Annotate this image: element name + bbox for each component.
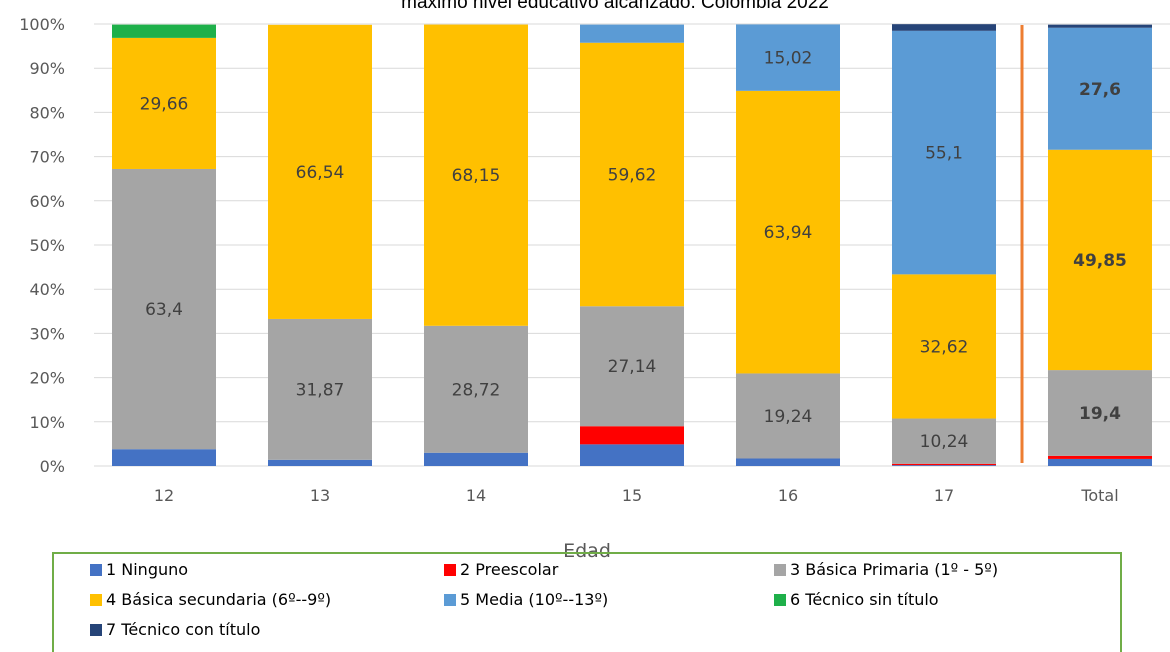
bar-segment [112, 24, 216, 38]
y-tick-label: 90% [29, 59, 65, 78]
legend-item: 6 Técnico sin título [774, 590, 939, 609]
x-tick-label: 15 [622, 486, 642, 505]
bar-segment [736, 458, 840, 466]
bar-segment [736, 24, 840, 91]
y-tick-label: 100% [19, 15, 65, 34]
legend-label: 1 Ninguno [106, 560, 189, 579]
bar-segment [112, 168, 216, 450]
y-axis-ticks: 0% 10% 20% 30% 40% 50% 60% 70% 80% 90% 100% [19, 15, 65, 476]
bar-segment [580, 444, 684, 466]
legend: 1 Ninguno 2 Preescolar 3 Básica Primaria (… [52, 552, 1122, 652]
bar-segment [424, 452, 528, 466]
legend-item: 2 Preescolar [444, 560, 558, 579]
bar-segment [1048, 370, 1152, 456]
legend-swatch [90, 623, 102, 636]
data-label: 49,85 [1073, 251, 1127, 271]
chart-title: máximo nivel educativo alcanzado. Colomb… [401, 0, 829, 13]
data-label: 28,72 [452, 380, 501, 400]
bar-segment [424, 325, 528, 453]
bar-segment [580, 42, 684, 307]
legend-item: 3 Básica Primaria (1º - 5º) [774, 560, 998, 579]
data-label: 55,1 [925, 144, 963, 164]
bar-segment [892, 24, 996, 31]
data-labels: 63,4 29,66 31,87 66,54 28,72 68,15 27,14 59,62 1… [140, 49, 1127, 453]
y-tick-label: 40% [29, 280, 65, 299]
bar-segment [892, 274, 996, 419]
bars [112, 24, 1152, 466]
data-label: 10,24 [920, 432, 969, 452]
legend-label: 7 Técnico con título [106, 620, 261, 639]
legend-label: 5 Media (10º--13º) [460, 590, 609, 609]
data-label: 59,62 [608, 166, 657, 186]
y-tick-label: 70% [29, 148, 65, 167]
legend-item: 4 Básica secundaria (6º--9º) [90, 590, 331, 609]
data-label: 27,14 [608, 357, 657, 377]
legend-swatch [774, 593, 786, 606]
bar-segment [268, 24, 372, 319]
legend-label: 6 Técnico sin título [790, 590, 939, 609]
data-label: 19,4 [1079, 404, 1121, 424]
legend-swatch [444, 593, 456, 606]
y-tick-label: 20% [29, 369, 65, 388]
bar-segment [736, 90, 840, 374]
bar-segment [1048, 455, 1152, 459]
y-tick-label: 50% [29, 236, 65, 255]
bar-segment [892, 30, 996, 275]
data-label: 32,62 [920, 337, 969, 357]
bar-segment [892, 465, 996, 466]
x-tick-label: 16 [778, 486, 798, 505]
y-tick-label: 80% [29, 103, 65, 122]
y-tick-label: 0% [40, 457, 65, 476]
legend-swatch [90, 563, 102, 576]
bar-segment [892, 463, 996, 466]
bar-segment [268, 318, 372, 460]
legend-item: 7 Técnico con título [90, 620, 260, 639]
legend-label: 4 Básica secundaria (6º--9º) [106, 590, 332, 609]
bar-segment [580, 306, 684, 427]
bar-segment [892, 418, 996, 464]
bar-segment [1048, 27, 1152, 150]
data-label: 29,66 [140, 94, 189, 114]
bar-segment [1048, 149, 1152, 371]
data-label: 27,6 [1079, 80, 1121, 100]
bar-segment [580, 426, 684, 445]
data-label: 63,4 [145, 300, 183, 320]
data-label: 19,24 [764, 407, 813, 427]
data-label: 66,54 [296, 163, 345, 183]
bar-segment [1048, 458, 1152, 466]
x-axis-ticks: 12 13 14 15 16 17 Total [154, 486, 1119, 505]
data-label: 31,87 [296, 380, 345, 400]
y-tick-label: 10% [29, 413, 65, 432]
data-label: 15,02 [764, 49, 813, 69]
legend-item: 5 Media (10º--13º) [444, 590, 608, 609]
y-tick-label: 60% [29, 192, 65, 211]
bar-segment [112, 449, 216, 466]
bar-segment [424, 24, 528, 326]
x-axis-label: Edad [563, 540, 611, 562]
legend-item: 1 Ninguno [90, 560, 188, 579]
x-tick-label: 13 [310, 486, 330, 505]
legend-swatch [444, 563, 456, 576]
bar-segment [112, 37, 216, 169]
bar-segment [736, 373, 840, 459]
bar-segment [580, 24, 684, 43]
x-tick-label: 14 [466, 486, 486, 505]
legend-label: 2 Preescolar [460, 560, 559, 579]
data-label: 68,15 [452, 166, 501, 186]
x-tick-label: 17 [934, 486, 954, 505]
x-tick-label: 12 [154, 486, 174, 505]
legend-label: 3 Básica Primaria (1º - 5º) [790, 560, 999, 579]
data-label: 63,94 [764, 223, 813, 243]
legend-swatch [774, 563, 786, 576]
legend-swatch [90, 593, 102, 606]
x-tick-label: Total [1080, 486, 1118, 505]
bar-segment [1048, 24, 1152, 28]
y-tick-label: 30% [29, 324, 65, 343]
bar-segment [268, 459, 372, 466]
